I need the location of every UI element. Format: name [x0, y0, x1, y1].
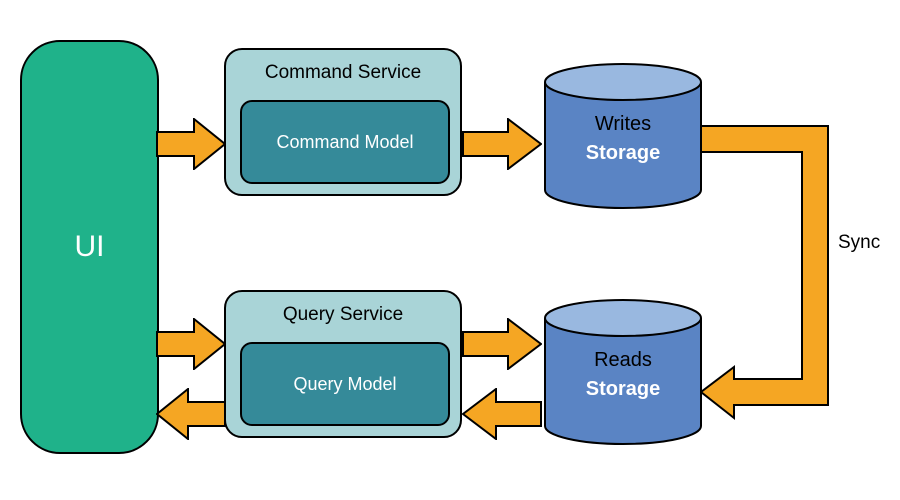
ui-node: UI: [20, 40, 159, 454]
writes-storage-node: Writes Storage: [543, 60, 703, 210]
query-model-label: Query Model: [293, 374, 396, 395]
arrow-reads-to-query: [462, 388, 542, 445]
arrow-query-to-reads: [462, 318, 542, 375]
query-model-node: Query Model: [240, 342, 450, 426]
command-model-label: Command Model: [276, 132, 413, 153]
reads-storage-node: Reads Storage: [543, 296, 703, 446]
command-service-label: Command Service: [226, 62, 460, 84]
ui-label: UI: [75, 230, 105, 264]
arrow-query-to-ui: [156, 388, 226, 445]
arrow-ui-to-query: [156, 318, 226, 375]
arrow-ui-to-command: [156, 118, 226, 175]
sync-label: Sync: [838, 232, 880, 254]
writes-label: Writes: [543, 113, 703, 136]
reads-label: Reads: [543, 349, 703, 372]
query-service-label: Query Service: [226, 304, 460, 326]
writes-storage-label: Storage: [543, 142, 703, 165]
arrow-command-to-writes: [462, 118, 542, 175]
command-model-node: Command Model: [240, 100, 450, 184]
reads-storage-label: Storage: [543, 378, 703, 401]
arrow-sync: [700, 125, 850, 430]
